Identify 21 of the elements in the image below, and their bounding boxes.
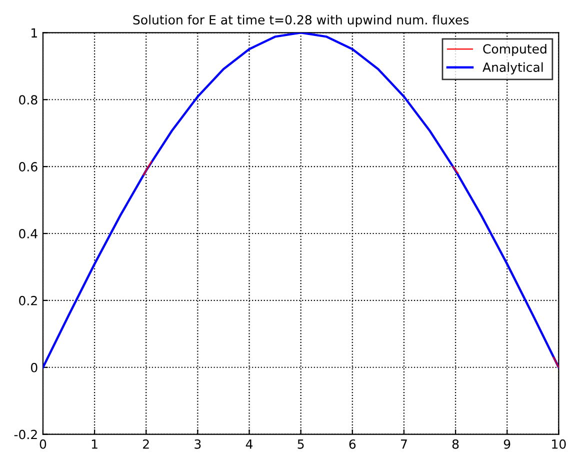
y-tick-label: 1 <box>32 28 37 38</box>
y-tick-label: 0.8 <box>19 95 38 105</box>
x-tick-label: 3 <box>194 439 201 449</box>
y-tick-label: 0.4 <box>19 228 38 238</box>
x-tick-label: 9 <box>504 439 510 449</box>
legend-label: Analytical <box>482 62 543 74</box>
y-tick-label: 0 <box>30 362 38 372</box>
x-tick-label: 10 <box>552 439 566 449</box>
y-tick-label: 0.6 <box>19 162 38 172</box>
x-tick-label: 2 <box>143 439 149 449</box>
x-tick-label: 1 <box>92 440 98 449</box>
x-tick-label: 0 <box>40 439 46 449</box>
y-tick-label: 0.2 <box>19 296 37 306</box>
x-tick-label: 4 <box>246 440 253 449</box>
x-tick-label: 6 <box>349 439 356 449</box>
x-tick-label: 7 <box>401 440 407 449</box>
x-tick-label: 5 <box>298 440 304 449</box>
chart-title: Solution for E at time t=0.28 with upwind num. fluxes <box>133 14 469 27</box>
x-tick-label: 8 <box>452 439 459 449</box>
y-tick-label: -0.2 <box>14 430 37 440</box>
legend-label: Computed <box>483 44 546 56</box>
